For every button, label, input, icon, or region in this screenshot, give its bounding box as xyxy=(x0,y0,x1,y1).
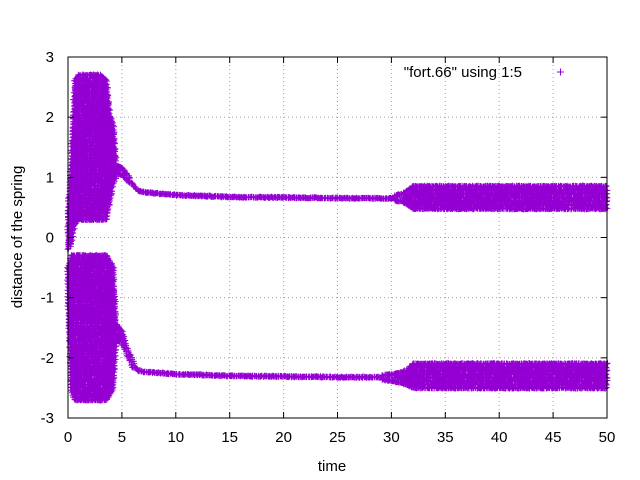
y-axis-label: distance of the spring xyxy=(9,166,26,309)
grid-lines xyxy=(68,57,607,418)
y-tick-label: 0 xyxy=(46,230,54,247)
legend-marker-plus xyxy=(557,68,564,76)
data-point xyxy=(121,168,128,181)
data-point xyxy=(125,349,132,361)
data-point xyxy=(123,345,131,359)
x-tick-label: 20 xyxy=(275,429,292,446)
x-tick-label: 35 xyxy=(437,429,454,446)
series-band-0 xyxy=(64,71,611,253)
x-tick-label: 10 xyxy=(167,429,184,446)
legend-entry-label: "fort.66" using 1:5 xyxy=(404,64,522,81)
data-point xyxy=(125,174,133,185)
legend-plus-glyph xyxy=(557,68,564,76)
y-tick-label: -1 xyxy=(41,290,54,307)
y-tick-label: -3 xyxy=(41,410,54,427)
series-band-1 xyxy=(64,252,611,404)
data-point xyxy=(119,166,127,179)
y-tick-label: 2 xyxy=(46,109,54,126)
data-point xyxy=(126,352,134,364)
x-tick-label: 5 xyxy=(118,429,126,446)
x-tick-label: 0 xyxy=(64,429,72,446)
data-points xyxy=(64,71,611,404)
x-tick-label: 50 xyxy=(599,429,616,446)
x-tick-label: 25 xyxy=(329,429,346,446)
y-tick-label: 3 xyxy=(46,49,54,66)
x-axis-ticks: 0 5 10 15 20 25 30 35 40 45 50 xyxy=(64,57,616,446)
data-point xyxy=(128,356,136,369)
x-tick-label: 40 xyxy=(491,429,508,446)
y-tick-label: 1 xyxy=(46,169,54,186)
x-tick-label: 45 xyxy=(545,429,562,446)
legend: "fort.66" using 1:5 xyxy=(404,64,564,81)
x-tick-label: 15 xyxy=(221,429,238,446)
y-tick-label: -2 xyxy=(41,350,54,367)
y-axis-ticks: -3 -2 -1 0 1 2 3 xyxy=(41,49,607,427)
x-tick-label: 30 xyxy=(383,429,400,446)
data-point xyxy=(383,371,391,383)
data-point xyxy=(129,180,136,187)
x-axis-label: time xyxy=(318,458,346,475)
